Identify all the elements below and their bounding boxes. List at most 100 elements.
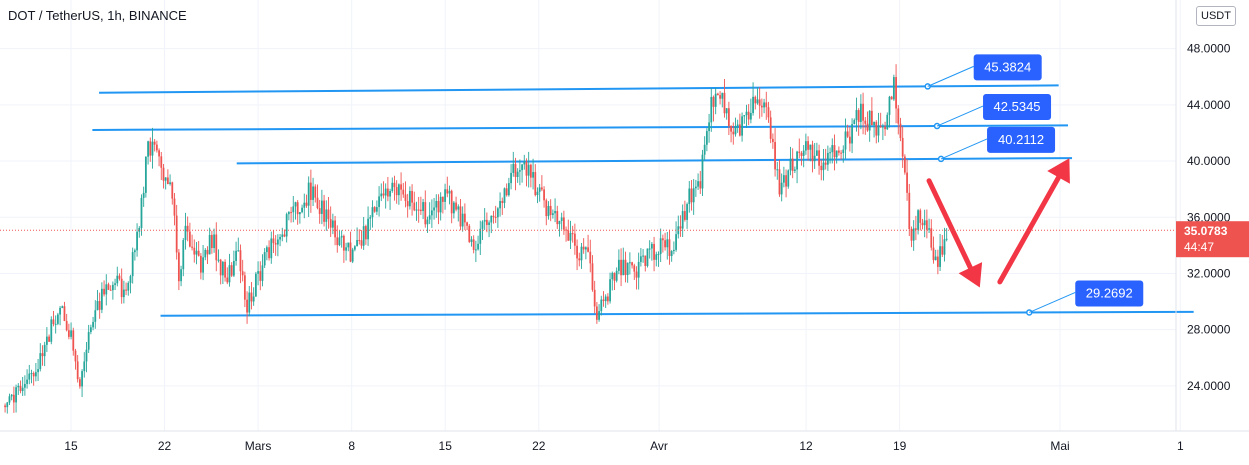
candle-body: [334, 220, 336, 238]
candle-body: [523, 161, 526, 165]
candle-body: [50, 319, 53, 342]
candle-body: [448, 190, 451, 194]
candle-body: [620, 259, 622, 276]
x-tick-label: 22: [532, 439, 546, 453]
candle-body: [763, 102, 765, 108]
candle-body: [545, 200, 548, 217]
candle-body: [191, 246, 193, 248]
candle-body: [809, 144, 812, 150]
candle-body: [736, 124, 739, 127]
candle-body: [712, 96, 715, 107]
candle-body: [378, 196, 380, 208]
candle-body: [362, 226, 365, 246]
candle-body: [290, 212, 292, 214]
candle-body: [261, 265, 264, 281]
candle-body: [43, 344, 46, 357]
candle-body: [268, 247, 270, 259]
projection-arrow-head: [1047, 158, 1070, 184]
candle-body: [650, 243, 653, 249]
candle-body: [930, 228, 933, 248]
candle-body: [195, 250, 198, 255]
candle-body: [356, 240, 358, 247]
candle-body: [228, 265, 231, 283]
candle-body: [74, 350, 77, 362]
candle-body: [479, 228, 482, 244]
chart-title: DOT / TetherUS, 1h, BINANCE: [8, 8, 187, 23]
candle-body: [899, 123, 902, 138]
candle-body: [747, 111, 750, 120]
candle-body: [21, 387, 24, 392]
candle-body: [639, 256, 642, 262]
candle-body: [543, 189, 545, 201]
candle-body: [600, 299, 603, 312]
candle-body: [778, 169, 781, 195]
candle-body: [529, 164, 532, 178]
candle-body: [468, 225, 471, 242]
candle-body: [118, 275, 121, 279]
candle-body: [501, 201, 504, 203]
candle-body: [54, 323, 57, 325]
candle-body: [316, 197, 319, 209]
candle-body: [180, 269, 182, 282]
candle-body: [59, 307, 61, 315]
candle-body: [903, 156, 906, 173]
candle-body: [347, 242, 350, 248]
candle-body: [184, 225, 187, 241]
candle-body: [327, 209, 330, 220]
candle-body: [169, 182, 171, 185]
candle-body: [738, 124, 741, 136]
candle-body: [655, 254, 658, 260]
arrows-layer: [926, 158, 1070, 288]
level-price-text: 29.2692: [1086, 285, 1133, 300]
candle-body: [397, 184, 400, 196]
level-price-text: 42.5345: [994, 99, 1041, 114]
candle-body: [670, 251, 673, 257]
projection-arrow-shaft: [926, 178, 973, 271]
candle-body: [884, 126, 886, 130]
candle-body: [367, 218, 369, 240]
candle-body: [917, 210, 919, 230]
candle-body: [910, 228, 913, 241]
candle-body: [202, 257, 204, 273]
candle-body: [296, 202, 299, 215]
candle-body: [593, 289, 596, 307]
candle-body: [430, 210, 433, 216]
candle-body: [52, 319, 55, 325]
candle-body: [15, 387, 17, 403]
projection-arrow-shaft: [997, 174, 1062, 285]
candle-body: [723, 92, 726, 114]
candle-body: [30, 373, 33, 375]
candle-body: [868, 110, 871, 131]
candle-body: [63, 306, 66, 321]
candle-body: [193, 247, 196, 255]
candle-body: [668, 239, 671, 257]
candle-body: [580, 246, 583, 261]
candle-body: [459, 206, 462, 227]
candle-body: [622, 259, 625, 276]
x-tick-label: 19: [893, 439, 907, 453]
candle-body: [199, 255, 202, 273]
candle-body: [708, 122, 710, 132]
candle-body: [287, 212, 290, 215]
candle-body: [340, 235, 343, 238]
candle-body: [32, 373, 35, 377]
candle-body: [10, 394, 13, 397]
currency-button[interactable]: USDT: [1196, 6, 1236, 26]
callout-line: [936, 105, 984, 127]
candle-body: [765, 102, 768, 108]
candle-body: [221, 261, 224, 276]
candle-body: [224, 261, 226, 278]
candle-body: [560, 217, 563, 221]
candle-body: [230, 265, 233, 276]
candle-body: [732, 131, 735, 135]
candle-body: [85, 349, 88, 362]
axes-layer: 24.0000 28.0000 32.0000 36.0000 40.0000 44.00…: [0, 0, 1249, 453]
candle-body: [906, 172, 908, 193]
candle-body: [881, 126, 884, 128]
candle-body: [536, 191, 539, 196]
candle-body: [941, 246, 944, 255]
candle-body: [943, 239, 946, 255]
candle-body: [743, 115, 746, 117]
